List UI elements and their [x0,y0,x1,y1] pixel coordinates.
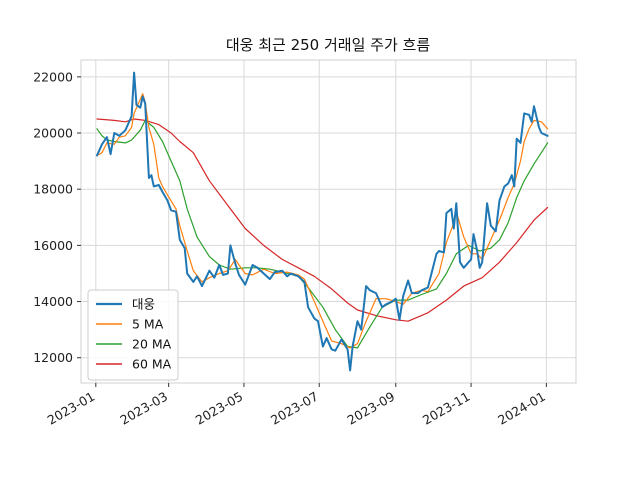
series-layer [96,71,549,372]
legend-label: 20 MA [132,337,172,352]
x-tick-label: 2024-01 [495,389,548,428]
y-tick-label: 18000 [33,182,73,197]
x-axis: 2023-01 2023-03 2023-05 2023-07 2023-09 2023-… [45,383,548,428]
plot-area [80,59,577,384]
legend: 대웅 5 MA 20 MA 60 MA [87,289,179,381]
x-tick-label: 2023-07 [268,389,321,428]
y-axis: 12000 14000 16000 18000 20000 22000 [33,69,81,365]
x-tick-label: 2023-09 [345,389,398,428]
x-tick-label: 2023-11 [420,389,473,428]
x-tick-label: 2023-05 [193,389,246,428]
y-tick-label: 20000 [33,126,73,141]
y-tick-label: 12000 [33,350,73,365]
legend-label: 대웅 [132,297,155,312]
legend-box [87,289,179,381]
chart-title: 대웅 최근 250 거래일 주가 흐름 [226,36,430,54]
y-tick-label: 14000 [33,294,73,309]
series-line-3 [96,118,549,322]
legend-label: 60 MA [132,357,172,372]
y-tick-label: 22000 [33,69,73,84]
legend-label: 5 MA [132,317,164,332]
y-tick-label: 16000 [33,238,73,253]
series-line-0 [96,71,549,372]
x-tick-label: 2023-03 [117,389,170,428]
x-tick-label: 2023-01 [45,389,98,428]
